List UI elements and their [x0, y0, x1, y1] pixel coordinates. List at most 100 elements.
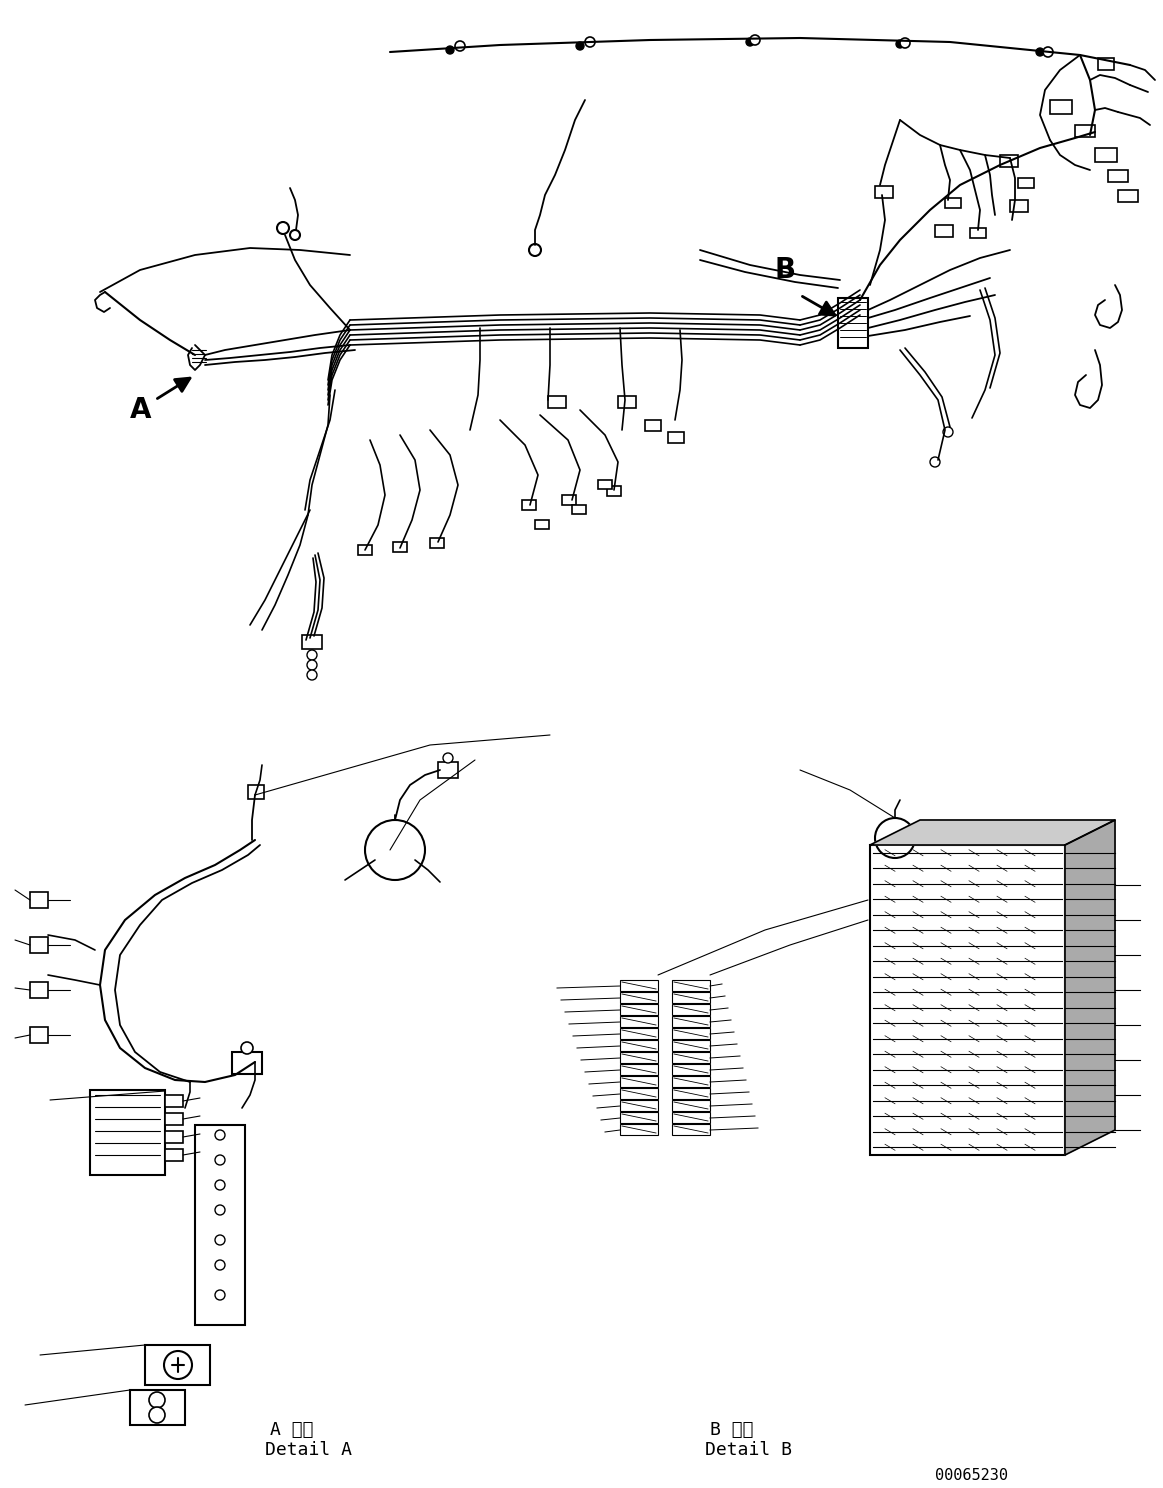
Bar — [607, 487, 621, 496]
Bar — [302, 635, 322, 649]
Circle shape — [896, 40, 904, 48]
Bar — [165, 1095, 183, 1107]
Bar — [248, 786, 264, 799]
Bar — [620, 1040, 658, 1051]
Bar — [1009, 199, 1028, 211]
Bar — [165, 1113, 183, 1125]
Bar — [562, 496, 576, 504]
Bar — [620, 1076, 658, 1088]
Bar — [620, 1004, 658, 1015]
Bar — [522, 500, 536, 510]
Bar — [645, 420, 661, 432]
Bar — [1000, 155, 1018, 167]
Circle shape — [215, 1205, 224, 1216]
Bar — [672, 1112, 709, 1123]
Bar — [30, 937, 48, 952]
Bar — [672, 1052, 709, 1062]
Bar — [1096, 147, 1116, 162]
Circle shape — [149, 1408, 165, 1423]
Bar — [430, 539, 444, 548]
Bar — [165, 1131, 183, 1143]
Bar — [1118, 190, 1139, 202]
Circle shape — [900, 39, 909, 48]
Bar — [620, 1052, 658, 1062]
Bar — [548, 396, 566, 408]
Bar — [946, 198, 961, 208]
Circle shape — [149, 1391, 165, 1408]
Bar — [620, 1112, 658, 1123]
Circle shape — [215, 1155, 224, 1165]
Bar — [672, 1016, 709, 1027]
Bar — [130, 1390, 185, 1426]
Circle shape — [215, 1180, 224, 1190]
Bar — [672, 1076, 709, 1088]
Circle shape — [215, 1235, 224, 1245]
Circle shape — [365, 820, 424, 879]
Circle shape — [445, 46, 454, 54]
Bar — [672, 1064, 709, 1074]
Bar — [165, 1149, 183, 1161]
Text: B: B — [775, 256, 797, 284]
Circle shape — [277, 222, 288, 234]
Bar — [672, 992, 709, 1003]
Circle shape — [1043, 48, 1053, 57]
Circle shape — [307, 650, 317, 661]
Bar — [870, 845, 1065, 1155]
Bar — [620, 1016, 658, 1027]
Circle shape — [1036, 48, 1044, 57]
Text: A: A — [130, 396, 151, 424]
Circle shape — [455, 42, 465, 51]
Bar — [970, 228, 986, 238]
Text: Detail B: Detail B — [705, 1440, 792, 1460]
Bar — [672, 1028, 709, 1039]
Circle shape — [585, 37, 595, 48]
Bar — [438, 762, 458, 778]
Bar — [30, 1027, 48, 1043]
Bar — [1108, 170, 1128, 182]
Bar — [620, 1123, 658, 1135]
Circle shape — [215, 1290, 224, 1301]
Circle shape — [164, 1351, 192, 1379]
Circle shape — [215, 1260, 224, 1269]
Bar — [875, 186, 893, 198]
Circle shape — [307, 670, 317, 680]
Bar — [672, 1088, 709, 1100]
Bar — [393, 542, 407, 552]
Circle shape — [576, 42, 584, 51]
Bar — [1050, 100, 1072, 115]
Bar — [620, 1064, 658, 1074]
Text: 00065230: 00065230 — [935, 1469, 1008, 1484]
Bar — [30, 982, 48, 998]
Bar — [672, 1100, 709, 1112]
Bar — [620, 1088, 658, 1100]
Circle shape — [215, 1129, 224, 1140]
Bar — [620, 1100, 658, 1112]
Bar — [668, 432, 684, 443]
Bar — [195, 1125, 245, 1324]
Bar — [358, 545, 372, 555]
Bar — [618, 396, 636, 408]
Bar — [30, 891, 48, 908]
Text: Detail A: Detail A — [265, 1440, 352, 1460]
Polygon shape — [1065, 820, 1115, 1155]
Circle shape — [529, 244, 541, 256]
Bar — [672, 1004, 709, 1015]
Bar — [935, 225, 952, 237]
Bar — [231, 1052, 262, 1074]
Circle shape — [930, 457, 940, 467]
Bar — [620, 981, 658, 991]
Text: A 詳細: A 詳細 — [270, 1421, 314, 1439]
Bar — [620, 1028, 658, 1039]
Polygon shape — [870, 820, 1115, 845]
Circle shape — [443, 753, 454, 763]
Circle shape — [745, 39, 754, 46]
Bar — [90, 1091, 165, 1176]
Bar — [145, 1345, 211, 1385]
Bar — [1018, 179, 1034, 187]
Circle shape — [241, 1042, 254, 1054]
Bar — [572, 504, 586, 513]
Bar — [672, 1040, 709, 1051]
Bar — [1098, 58, 1114, 70]
Circle shape — [290, 231, 300, 240]
Circle shape — [750, 36, 759, 45]
